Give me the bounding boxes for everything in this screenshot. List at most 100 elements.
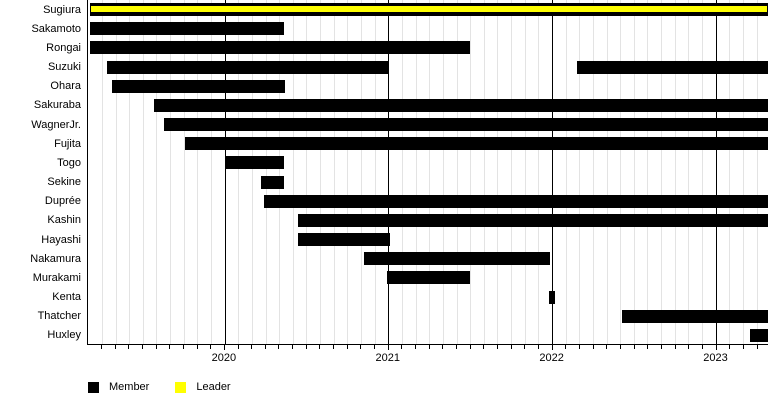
month-tick [278, 345, 280, 349]
month-tick [742, 345, 744, 349]
month-gridline [115, 0, 117, 344]
month-gridline [579, 0, 581, 344]
month-gridline [497, 0, 499, 344]
timeline-bar [363, 252, 551, 266]
month-gridline [633, 0, 635, 344]
row-label: Hayashi [41, 233, 81, 246]
timeline-bar [90, 3, 768, 17]
timeline-bar [90, 41, 471, 55]
row-labels: Sugiura Sakamoto Rongai Suzuki Ohara Sakuraba… [0, 0, 87, 345]
month-tick [497, 345, 499, 349]
month-gridline [170, 0, 172, 344]
month-tick [196, 345, 198, 349]
legend-swatch [88, 381, 99, 393]
month-tick [319, 345, 321, 349]
month-tick [688, 345, 690, 349]
month-tick [633, 345, 635, 349]
month-tick [182, 345, 184, 349]
timeline-bar [185, 137, 768, 151]
timeline-bar [106, 60, 389, 74]
month-tick [401, 345, 403, 349]
year-label: 2023 [703, 352, 728, 364]
row-label: WagnerJr. [31, 118, 81, 131]
month-gridline [292, 0, 294, 344]
month-tick [292, 345, 294, 349]
month-gridline [101, 0, 103, 344]
month-tick [510, 345, 512, 349]
month-gridline [251, 0, 253, 344]
month-tick [128, 345, 130, 349]
month-tick [619, 345, 621, 349]
row-label: Sugiura [43, 3, 81, 16]
month-gridline [565, 0, 567, 344]
timeline-bar [298, 233, 390, 247]
month-tick [264, 345, 266, 349]
month-gridline [456, 0, 458, 344]
month-tick [524, 345, 526, 349]
timeline-bar [263, 194, 768, 208]
row-label: Fujita [54, 137, 81, 150]
month-tick [674, 345, 676, 349]
month-tick [428, 345, 430, 349]
timeline-bar [154, 98, 768, 112]
month-tick [169, 345, 171, 349]
month-gridline [647, 0, 649, 344]
month-gridline [142, 0, 144, 344]
timeline-bar [298, 213, 768, 227]
legend-label: Member [109, 381, 150, 393]
month-gridline [197, 0, 199, 344]
timeline-bar [164, 118, 768, 132]
timeline-bar [622, 309, 768, 323]
row-label: Sakamoto [31, 22, 81, 35]
month-tick [578, 345, 580, 349]
x-axis: 2020 2021 2022 2023 [87, 345, 768, 369]
legend-item: Member [88, 381, 149, 393]
timeline-bar [749, 328, 768, 342]
month-tick [606, 345, 608, 349]
month-gridline [415, 0, 417, 344]
month-tick [565, 345, 567, 349]
month-gridline [606, 0, 608, 344]
month-gridline [306, 0, 308, 344]
month-gridline [756, 0, 758, 344]
year-gridline [715, 0, 717, 344]
month-gridline [511, 0, 513, 344]
month-gridline [742, 0, 744, 344]
legend-item: Leader [175, 381, 231, 393]
month-gridline [333, 0, 335, 344]
timeline-bar [226, 156, 284, 170]
month-tick [237, 345, 239, 349]
row-label: Sakuraba [33, 99, 81, 112]
year-gridline [551, 0, 553, 344]
month-tick [456, 345, 458, 349]
timeline-bar [548, 290, 556, 304]
timeline-bar [111, 79, 286, 93]
month-gridline [524, 0, 526, 344]
month-gridline [320, 0, 322, 344]
month-gridline [661, 0, 663, 344]
row-label: Nakamura [30, 252, 81, 265]
year-gridline [224, 0, 226, 344]
year-gridline [388, 0, 390, 344]
month-tick [210, 345, 212, 349]
month-tick [346, 345, 348, 349]
month-gridline [538, 0, 540, 344]
month-tick [537, 345, 539, 349]
month-gridline [701, 0, 703, 344]
month-gridline [361, 0, 363, 344]
month-tick [305, 345, 307, 349]
legend-swatch [175, 381, 187, 393]
month-gridline [401, 0, 403, 344]
month-tick [374, 345, 376, 349]
year-tick [223, 345, 225, 350]
row-label: Duprée [44, 195, 81, 208]
month-gridline [156, 0, 158, 344]
month-tick [729, 345, 731, 349]
month-gridline [129, 0, 131, 344]
legend-label: Leader [196, 381, 231, 393]
plot-area [87, 0, 768, 345]
month-tick [360, 345, 362, 349]
month-tick [647, 345, 649, 349]
row-label: Suzuki [47, 61, 81, 74]
leader-stripe [91, 6, 767, 13]
